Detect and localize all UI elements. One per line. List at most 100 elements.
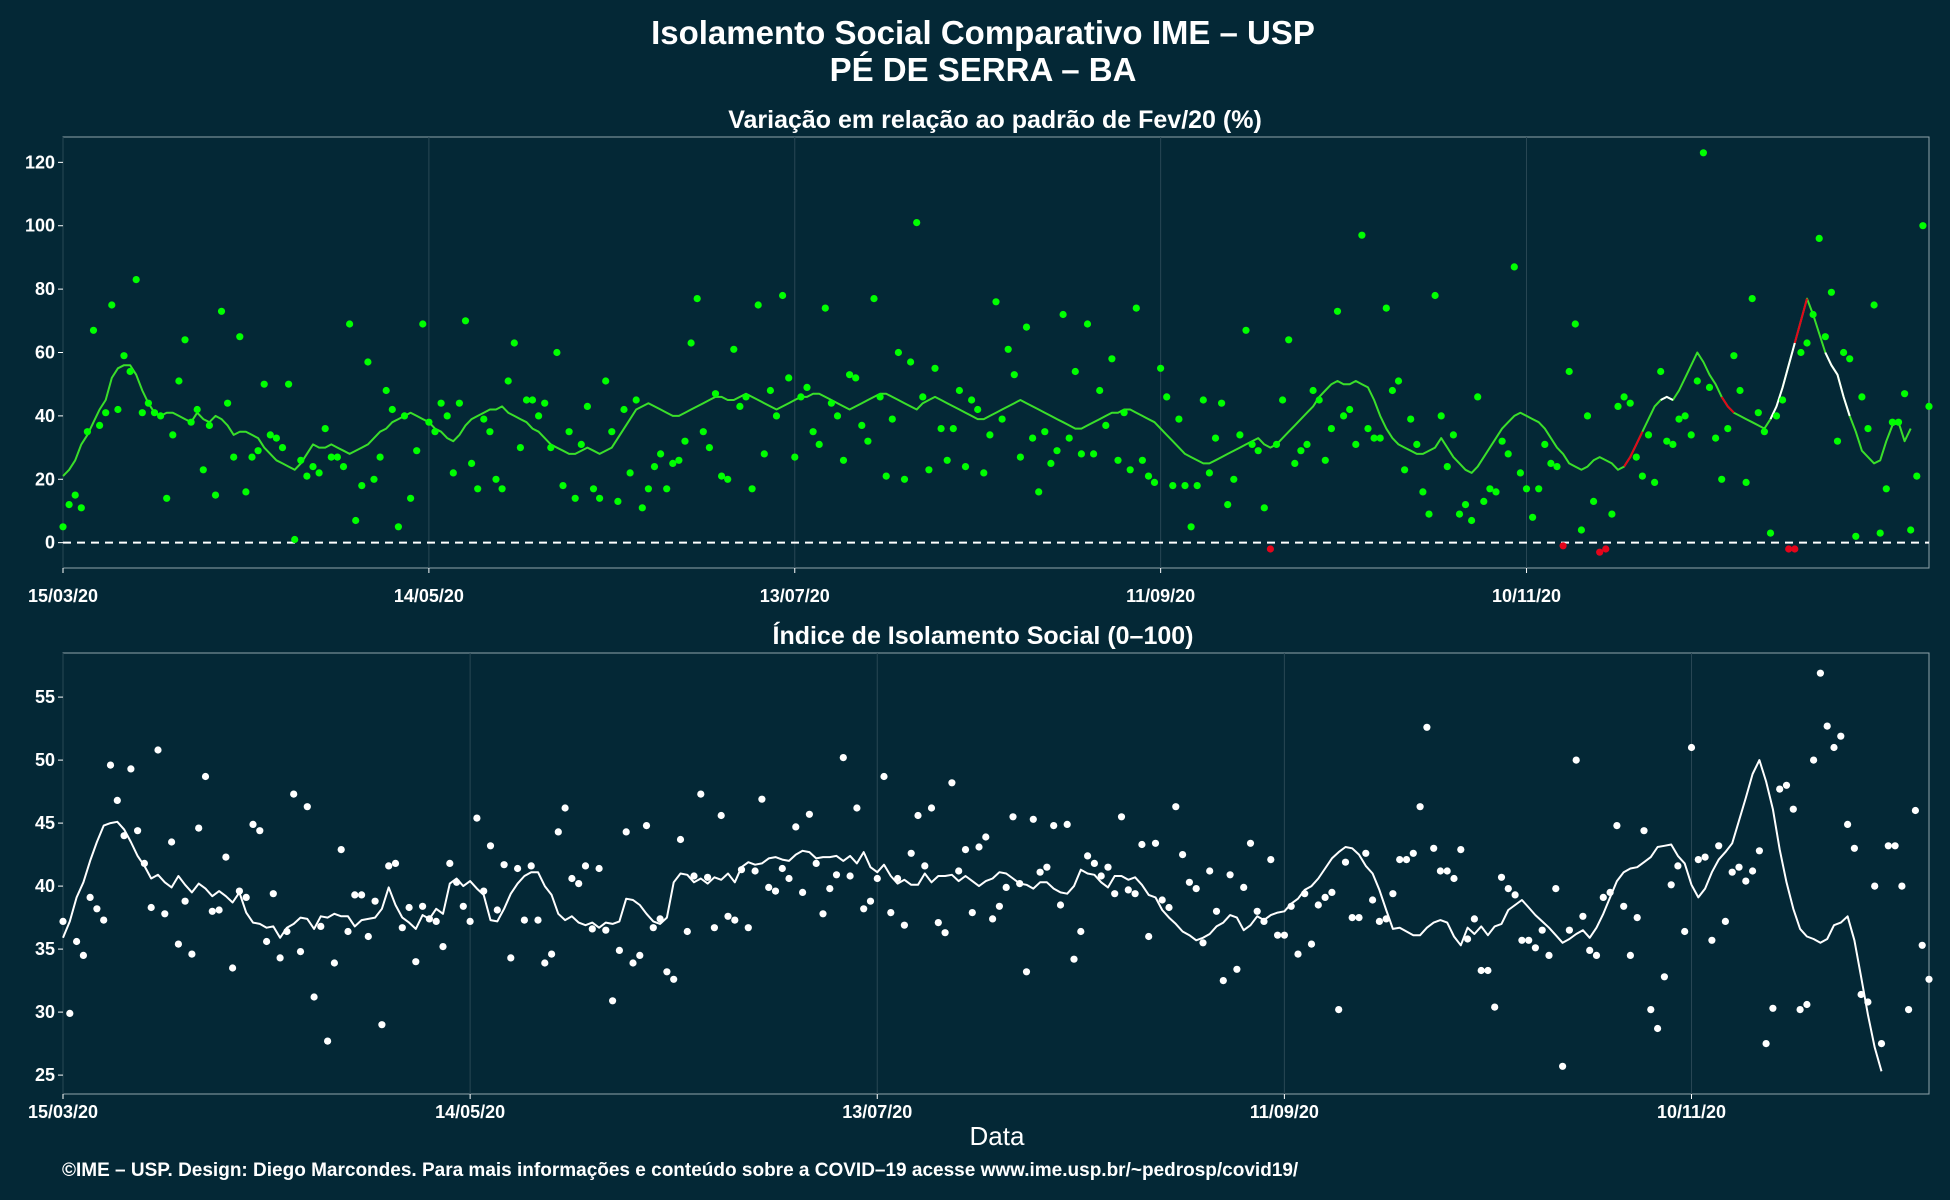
index-point — [1803, 1000, 1811, 1009]
index-point — [1531, 944, 1539, 952]
index-point — [1382, 915, 1390, 923]
index-point — [432, 917, 440, 926]
variation-point — [644, 485, 653, 493]
variation-point — [510, 339, 518, 347]
variation-point — [169, 431, 177, 439]
index-point — [147, 903, 155, 912]
variation-point — [504, 377, 512, 385]
index-point — [527, 862, 535, 870]
variation-point — [1102, 421, 1110, 429]
variation-line-negative-segment — [1623, 431, 1644, 468]
variation-point — [1815, 234, 1823, 242]
variation-point — [1224, 501, 1232, 509]
variation-line-highlight-segment — [1824, 352, 1851, 417]
variation-point — [333, 453, 341, 461]
variation-point — [1236, 431, 1244, 439]
index-point — [235, 887, 243, 895]
index-point — [1552, 885, 1560, 893]
index-point — [168, 838, 176, 846]
index-point — [1402, 856, 1411, 864]
index-point — [378, 1021, 386, 1029]
y-tick-label: 40 — [35, 406, 55, 426]
variation-point — [1193, 482, 1201, 490]
index-point — [704, 873, 712, 881]
variation-point — [1053, 447, 1061, 455]
index-point — [1009, 813, 1017, 821]
variation-point — [437, 399, 445, 407]
variation-point — [833, 412, 842, 420]
index-point — [1423, 723, 1431, 731]
index-point — [995, 902, 1004, 910]
variation-point — [1401, 466, 1409, 474]
variation-point — [1437, 412, 1445, 420]
variation-point — [1163, 393, 1171, 401]
index-point — [73, 937, 81, 946]
variation-point — [852, 374, 860, 382]
index-point — [1348, 914, 1356, 922]
variation-point — [1218, 399, 1226, 407]
index-point — [276, 954, 284, 962]
index-point — [1022, 968, 1031, 976]
variation-point — [59, 523, 67, 531]
index-point — [588, 925, 596, 933]
variation-point — [1041, 428, 1049, 436]
index-point — [1179, 851, 1187, 859]
variation-point — [541, 399, 549, 407]
variation-point — [1809, 310, 1817, 319]
variation-point — [1742, 478, 1750, 486]
index-point — [1280, 931, 1288, 939]
index-point — [201, 772, 210, 781]
variation-point — [352, 516, 360, 525]
variation-point — [1620, 393, 1628, 401]
variation-point — [650, 463, 659, 471]
variation-point — [931, 364, 939, 372]
index-point — [1477, 966, 1485, 975]
variation-point — [217, 307, 226, 315]
variation-point — [388, 405, 396, 414]
variation-point — [248, 453, 256, 461]
variation-point — [565, 428, 573, 436]
variation-point — [724, 475, 732, 483]
variation-point — [1035, 488, 1043, 496]
y-tick-label: 120 — [25, 152, 55, 172]
index-point — [412, 958, 420, 966]
variation-point — [1913, 472, 1921, 480]
index-point — [1701, 853, 1709, 861]
index-point — [466, 917, 474, 926]
index-point — [1877, 1040, 1886, 1048]
variation-point — [760, 450, 768, 458]
variation-point — [882, 472, 890, 480]
index-point — [1002, 883, 1010, 892]
panel-variation-x-axis: 15/03/20 14/05/20 13/07/20 11/09/20 10/11/20 — [28, 568, 1561, 606]
index-point — [1416, 803, 1424, 811]
x-tick-label: 15/03/20 — [28, 1102, 98, 1122]
variation-point — [900, 475, 909, 483]
index-point — [1246, 839, 1255, 847]
variation-point — [1876, 529, 1884, 537]
variation-point — [1638, 472, 1646, 480]
index-point — [493, 906, 501, 914]
panel-variation-points — [59, 149, 1933, 556]
index-point — [581, 862, 590, 870]
variation-point — [1852, 532, 1860, 540]
index-point — [541, 959, 549, 967]
variation-point — [376, 453, 384, 461]
index-point — [419, 902, 427, 910]
index-point — [1056, 901, 1065, 909]
variation-point — [193, 405, 201, 414]
index-point — [134, 827, 142, 835]
y-tick-label: 25 — [35, 1065, 55, 1085]
variation-point — [1077, 450, 1085, 458]
index-point — [358, 891, 366, 899]
index-point — [1314, 901, 1322, 909]
variation-point — [1352, 440, 1360, 448]
variation-point — [1016, 453, 1024, 461]
variation-point — [1608, 510, 1616, 518]
variation-point — [1693, 377, 1701, 385]
variation-point — [687, 339, 695, 347]
variation-point — [1248, 440, 1256, 448]
index-point — [670, 975, 678, 983]
variation-point — [1169, 482, 1177, 490]
variation-point — [608, 428, 616, 436]
index-point — [961, 846, 970, 854]
